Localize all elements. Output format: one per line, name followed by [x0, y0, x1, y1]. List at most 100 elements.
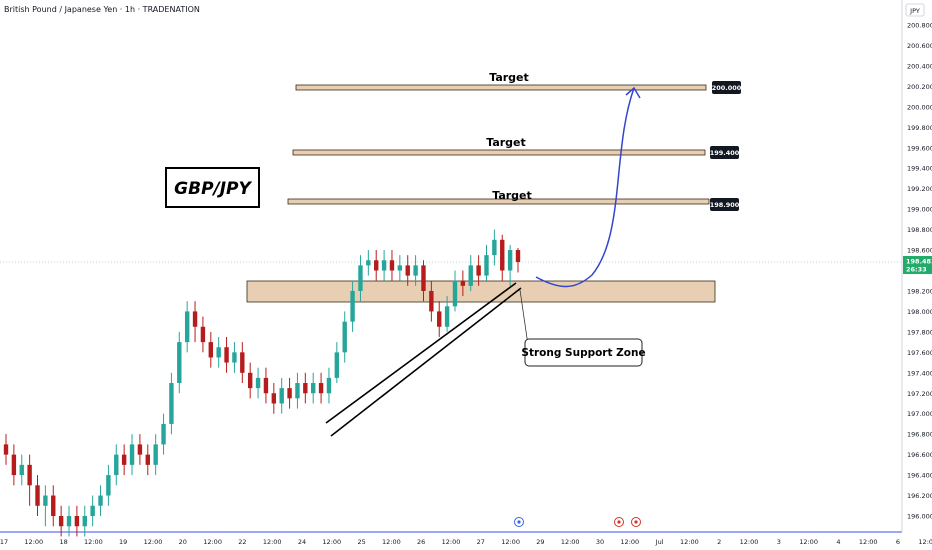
price-tick-label: 200.600 [907, 42, 932, 50]
time-tick-label: 12:00 [203, 538, 222, 546]
candle-body [374, 260, 379, 271]
time-tick-label: 20 [179, 538, 187, 546]
time-tick-label: 12:00 [322, 538, 341, 546]
candle-body [106, 475, 111, 496]
candle-body [366, 260, 371, 266]
candle-body [90, 505, 95, 516]
target-price-value: 198.900 [710, 201, 740, 209]
countdown-value: 26:33 [906, 266, 927, 274]
candle-body [19, 464, 24, 476]
price-tick-label: 198.000 [907, 308, 932, 316]
current-price-tag[interactable] [903, 256, 932, 275]
target-zone[interactable] [295, 84, 707, 91]
candle-body [74, 516, 80, 527]
event-marker-dot [617, 520, 621, 524]
candle-body [200, 326, 206, 343]
candle-body [358, 265, 363, 291]
candle-body [452, 280, 458, 307]
candles [3, 229, 521, 537]
time-tick-label: 12:00 [859, 538, 878, 546]
time-tick-label: 6 [896, 538, 900, 546]
candle-body [51, 495, 56, 516]
target-price-tag[interactable] [712, 81, 741, 94]
target-zone[interactable] [292, 149, 706, 156]
callout-text: Strong Support Zone [521, 347, 645, 359]
time-tick-label: 18 [59, 538, 67, 546]
candle-body [82, 516, 87, 527]
target-price-tag[interactable] [710, 146, 739, 159]
time-tick-label: Jul [655, 538, 664, 546]
price-tick-label: 200.400 [907, 62, 932, 70]
candle-body [161, 423, 166, 445]
time-tick-label: 27 [477, 538, 485, 546]
event-marker-dot [517, 520, 521, 524]
candle-body [137, 444, 143, 455]
grid [0, 0, 903, 533]
time-tick-label: 17 [0, 538, 8, 546]
price-tick-label: 198.800 [907, 226, 932, 234]
price-tick-label: 200.000 [907, 103, 932, 111]
target-price-tag[interactable] [710, 198, 739, 211]
time-tick-label: 3 [777, 538, 781, 546]
price-tick-label: 199.800 [907, 124, 932, 132]
time-tick-label: 25 [357, 538, 365, 546]
target-label: Target [486, 136, 526, 149]
price-tick-label: 199.400 [907, 165, 932, 173]
candle-body [192, 311, 198, 327]
time-tick-label: 24 [298, 538, 306, 546]
candle-body [311, 383, 316, 394]
arrow-head-icon [625, 86, 641, 99]
price-tick-label: 198.200 [907, 287, 932, 295]
time-tick-label: 26 [417, 538, 425, 546]
candle-body [114, 454, 119, 476]
candle-body [98, 495, 103, 506]
time-tick-label: 12:00 [442, 538, 461, 546]
candle-body [507, 250, 513, 271]
projection-arrow[interactable] [535, 87, 635, 288]
candle-body [169, 383, 174, 424]
target-label: Target [492, 189, 532, 202]
price-tick-label: 197.000 [907, 410, 932, 418]
drawings[interactable]: Target 200.000 Target 199.400 Target 198.900 G… [165, 71, 742, 437]
currency-label: JPY [909, 7, 920, 15]
time-axis[interactable]: 17 12:00 18 12:00 19 12:00 20 12:00 22 12:00 24 12:… [0, 517, 932, 547]
candle-body [240, 352, 245, 373]
candle-body [58, 516, 64, 527]
trendline-lower[interactable] [330, 287, 522, 437]
price-axis[interactable]: 200.800 200.600 200.400 200.200 200.000 199.8… [903, 22, 932, 521]
candle-body [232, 352, 237, 363]
time-tick-label: 29 [536, 538, 544, 546]
time-tick-label: 12:00 [799, 538, 818, 546]
support-zone[interactable] [246, 280, 716, 303]
candle-body [413, 265, 418, 276]
target-zone[interactable] [287, 198, 710, 205]
price-tick-label: 196.000 [907, 513, 932, 521]
candle-body [500, 239, 505, 271]
candle-body [11, 454, 17, 476]
price-tick-label: 198.600 [907, 247, 932, 255]
target-price-value: 199.400 [710, 149, 740, 157]
candle-body [342, 321, 347, 353]
target-label: Target [489, 71, 529, 84]
candle-body [66, 516, 72, 527]
time-tick-label: 22 [238, 538, 246, 546]
candle-body [405, 265, 410, 276]
price-tick-label: 196.600 [907, 451, 932, 459]
support-zone-rect[interactable] [246, 280, 716, 303]
time-tick-label: 12:00 [263, 538, 282, 546]
currency-badge[interactable] [905, 3, 925, 17]
candle-body [326, 377, 332, 394]
candle-body [216, 347, 221, 358]
callout-leader [519, 289, 529, 346]
price-tick-label: 199.200 [907, 185, 932, 193]
candle-body [255, 377, 261, 389]
target-price-value: 200.000 [712, 84, 742, 92]
event-marker-dot [634, 520, 638, 524]
current-price-value: 198.483 [906, 258, 932, 266]
pair-label-box[interactable] [165, 167, 260, 208]
candle-body [318, 383, 324, 394]
trendline-upper[interactable] [325, 282, 517, 424]
callout-box[interactable] [524, 338, 643, 367]
